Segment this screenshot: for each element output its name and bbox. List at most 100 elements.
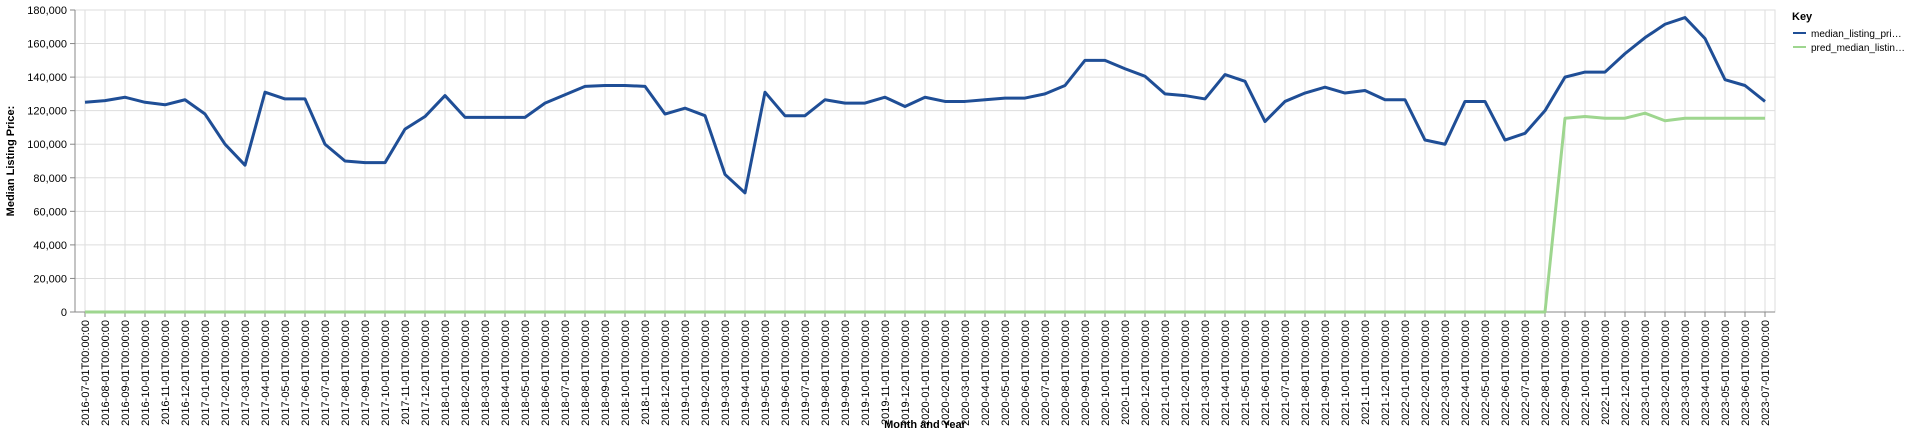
x-tick-label: 2019-07-01T00:00:00: [800, 320, 812, 426]
x-tick-label: 2021-10-01T00:00:00: [1340, 320, 1352, 426]
x-tick-label: 2020-03-01T00:00:00: [960, 320, 972, 426]
x-tick-label: 2022-08-01T00:00:00: [1540, 320, 1552, 426]
y-tick-label: 20,000: [33, 273, 67, 285]
x-tick-label: 2023-07-01T00:00:00: [1760, 320, 1772, 426]
x-tick-label: 2023-02-01T00:00:00: [1660, 320, 1672, 426]
x-axis: 2016-07-01T00:00:00 2016-08-01T00:00:00 20…: [80, 312, 1772, 426]
x-tick-label: 2020-09-01T00:00:00: [1080, 320, 1092, 426]
x-tick-label: 2017-09-01T00:00:00: [360, 320, 372, 426]
x-tick-label: 2018-10-01T00:00:00: [620, 320, 632, 426]
x-tick-label: 2022-05-01T00:00:00: [1480, 320, 1492, 426]
x-tick-label: 2019-05-01T00:00:00: [760, 320, 772, 426]
x-tick-label: 2021-09-01T00:00:00: [1320, 320, 1332, 426]
x-tick-label: 2019-04-01T00:00:00: [740, 320, 752, 426]
x-tick-label: 2020-12-01T00:00:00: [1140, 320, 1152, 426]
x-tick-label: 2021-03-01T00:00:00: [1200, 320, 1212, 426]
x-tick-label: 2021-07-01T00:00:00: [1280, 320, 1292, 426]
x-tick-label: 2016-11-01T00:00:00: [160, 320, 172, 425]
x-tick-label: 2017-03-01T00:00:00: [240, 320, 252, 426]
x-tick-label: 2020-02-01T00:00:00: [940, 320, 952, 426]
y-tick-label: 40,000: [33, 240, 67, 252]
x-tick-label: 2022-11-01T00:00:00: [1600, 320, 1612, 425]
x-tick-label: 2017-10-01T00:00:00: [380, 320, 392, 426]
x-tick-label: 2018-12-01T00:00:00: [660, 320, 672, 426]
x-tick-label: 2018-03-01T00:00:00: [480, 320, 492, 426]
x-tick-label: 2018-05-01T00:00:00: [520, 320, 532, 426]
x-tick-label: 2019-09-01T00:00:00: [840, 320, 852, 426]
x-tick-label: 2022-10-01T00:00:00: [1580, 320, 1592, 426]
y-tick-label: 180,000: [27, 5, 67, 17]
series-line: [84, 16, 1766, 195]
x-tick-label: 2023-04-01T00:00:00: [1700, 320, 1712, 426]
x-tick-label: 2017-01-01T00:00:00: [200, 320, 212, 426]
x-tick-label: 2017-05-01T00:00:00: [280, 320, 292, 426]
y-tick-label: 140,000: [27, 72, 67, 84]
x-tick-label: 2022-04-01T00:00:00: [1460, 320, 1472, 426]
x-tick-label: 2022-01-01T00:00:00: [1400, 320, 1412, 426]
x-tick-label: 2023-01-01T00:00:00: [1640, 320, 1652, 426]
x-tick-label: 2018-01-01T00:00:00: [440, 320, 452, 426]
x-tick-label: 2019-11-01T00:00:00: [880, 320, 892, 425]
x-tick-label: 2019-06-01T00:00:00: [780, 320, 792, 426]
legend-title: Key: [1792, 11, 1813, 23]
y-tick-label: 120,000: [27, 106, 67, 118]
x-tick-label: 2020-05-01T00:00:00: [1000, 320, 1012, 426]
y-tick-label: 100,000: [27, 139, 67, 151]
x-tick-label: 2020-11-01T00:00:00: [1120, 320, 1132, 425]
x-tick-label: 2017-04-01T00:00:00: [260, 320, 272, 426]
x-tick-label: 2021-05-01T00:00:00: [1240, 320, 1252, 426]
x-tick-label: 2017-12-01T00:00:00: [420, 320, 432, 426]
x-tick-label: 2021-06-01T00:00:00: [1260, 320, 1272, 426]
x-tick-label: 2022-09-01T00:00:00: [1560, 320, 1572, 426]
x-tick-label: 2022-12-01T00:00:00: [1620, 320, 1632, 426]
x-tick-label: 2021-12-01T00:00:00: [1380, 320, 1392, 426]
legend-label: pred_median_listin…: [1811, 43, 1905, 54]
x-tick-label: 2020-06-01T00:00:00: [1020, 320, 1032, 426]
x-tick-label: 2019-12-01T00:00:00: [900, 320, 912, 426]
x-tick-label: 2021-02-01T00:00:00: [1180, 320, 1192, 426]
x-tick-label: 2023-06-01T00:00:00: [1740, 320, 1752, 426]
x-axis-title: Month and Year: [884, 419, 966, 431]
x-tick-label: 2017-06-01T00:00:00: [300, 320, 312, 426]
x-tick-label: 2017-02-01T00:00:00: [220, 320, 232, 426]
x-tick-label: 2022-03-01T00:00:00: [1440, 320, 1452, 426]
y-tick-label: 160,000: [27, 39, 67, 51]
x-tick-label: 2016-07-01T00:00:00: [80, 320, 92, 426]
x-tick-label: 2022-02-01T00:00:00: [1420, 320, 1432, 426]
x-tick-label: 2016-08-01T00:00:00: [100, 320, 112, 426]
legend[interactable]: Key median_listing_pri… pred_median_listi…: [1792, 11, 1905, 54]
x-tick-label: 2018-04-01T00:00:00: [500, 320, 512, 426]
x-tick-label: 2021-11-01T00:00:00: [1360, 320, 1372, 425]
x-tick-label: 2020-07-01T00:00:00: [1040, 320, 1052, 426]
x-tick-label: 2019-01-01T00:00:00: [680, 320, 692, 426]
x-tick-label: 2023-03-01T00:00:00: [1680, 320, 1692, 426]
x-tick-label: 2020-01-01T00:00:00: [920, 320, 932, 426]
y-axis: 0 20,000 40,000 60,000 80,000 100,000 120,000 1…: [27, 5, 75, 319]
x-tick-label: 2018-09-01T00:00:00: [600, 320, 612, 426]
series-lines: [84, 16, 1766, 314]
x-tick-label: 2018-02-01T00:00:00: [460, 320, 472, 426]
x-tick-label: 2016-09-01T00:00:00: [120, 320, 132, 426]
x-tick-label: 2017-11-01T00:00:00: [400, 320, 412, 425]
x-tick-label: 2021-04-01T00:00:00: [1220, 320, 1232, 426]
x-tick-label: 2018-07-01T00:00:00: [560, 320, 572, 426]
x-tick-label: 2022-06-01T00:00:00: [1500, 320, 1512, 426]
x-tick-label: 2021-01-01T00:00:00: [1160, 320, 1172, 426]
x-tick-label: 2017-08-01T00:00:00: [340, 320, 352, 426]
x-tick-label: 2019-02-01T00:00:00: [700, 320, 712, 426]
x-tick-label: 2019-03-01T00:00:00: [720, 320, 732, 426]
y-axis-title: Median Listing Price:: [5, 106, 17, 217]
x-tick-label: 2017-07-01T00:00:00: [320, 320, 332, 426]
x-tick-label: 2020-10-01T00:00:00: [1100, 320, 1112, 426]
y-tick-label: 60,000: [33, 206, 67, 218]
x-tick-label: 2019-08-01T00:00:00: [820, 320, 832, 426]
x-tick-label: 2022-07-01T00:00:00: [1520, 320, 1532, 426]
x-tick-label: 2023-05-01T00:00:00: [1720, 320, 1732, 426]
series-line: [85, 111, 1765, 314]
x-tick-label: 2016-10-01T00:00:00: [140, 320, 152, 426]
y-tick-label: 0: [61, 307, 67, 319]
legend-label: median_listing_pri…: [1811, 29, 1902, 40]
x-tick-label: 2018-06-01T00:00:00: [540, 320, 552, 426]
y-tick-label: 80,000: [33, 173, 67, 185]
x-tick-label: 2020-08-01T00:00:00: [1060, 320, 1072, 426]
